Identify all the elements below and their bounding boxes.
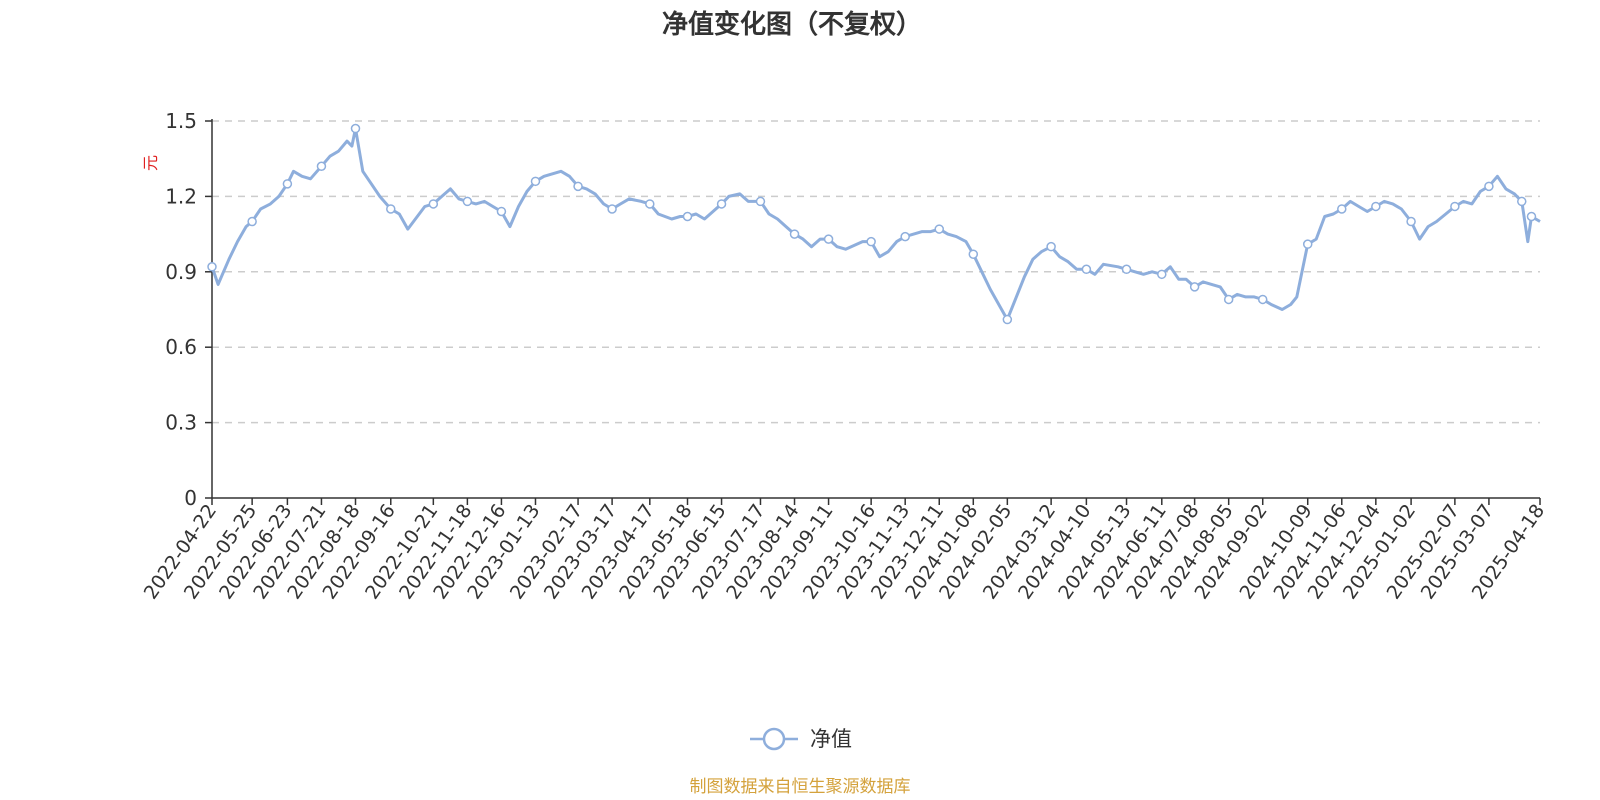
data-point-marker: [1002, 314, 1013, 325]
data-point-marker: [247, 216, 257, 227]
data-point-marker: [934, 224, 944, 234]
data-point-marker: [462, 196, 473, 207]
y-tick-label: 0.9: [165, 260, 197, 284]
legend-marker-icon: [762, 727, 786, 751]
data-point-marker: [573, 181, 583, 192]
data-point-marker: [1223, 294, 1234, 305]
y-tick-label: 0.6: [165, 335, 197, 359]
data-point-marker: [207, 262, 217, 272]
data-point-marker: [716, 199, 727, 209]
data-point-marker: [282, 179, 293, 189]
data-point-marker: [316, 161, 327, 171]
y-tick-label: 1.2: [165, 184, 197, 208]
data-point-marker: [682, 211, 693, 222]
data-point-marker: [968, 249, 979, 259]
data-point-marker: [607, 204, 617, 214]
data-point-marker: [900, 231, 910, 242]
data-point-marker: [428, 199, 439, 209]
y-axis-unit-label: 元: [141, 155, 160, 171]
data-point-marker: [530, 176, 541, 187]
legend[interactable]: 净值: [750, 727, 852, 751]
data-point-marker: [1189, 282, 1200, 292]
data-point-marker: [350, 123, 361, 134]
data-point-marker: [1302, 239, 1313, 249]
data-point-marker: [1484, 181, 1494, 192]
chart-title: 净值变化图（不复权）: [662, 9, 922, 40]
data-point-marker: [1450, 201, 1460, 212]
data-point-marker: [1257, 294, 1268, 305]
source-note: 制图数据来自恒生聚源数据库: [690, 777, 911, 797]
data-point-marker: [1526, 211, 1537, 222]
data-point-marker: [1081, 264, 1092, 275]
series-layer: [207, 123, 1541, 325]
y-tick-label: 0.3: [165, 411, 197, 435]
data-point-marker: [1121, 264, 1132, 275]
data-point-marker: [1046, 241, 1056, 252]
data-point-marker: [1157, 269, 1167, 280]
data-point-marker: [645, 199, 655, 209]
data-point-marker: [1371, 201, 1381, 212]
data-point-marker: [1406, 216, 1416, 227]
data-point-marker: [1337, 204, 1347, 214]
data-point-marker: [866, 236, 876, 247]
grid-lines: [212, 120, 1540, 424]
data-point-marker: [1517, 196, 1527, 207]
y-tick-label: 1.5: [165, 109, 197, 133]
axes: 00.30.60.91.21.52022-04-222022-05-252022…: [140, 109, 1549, 603]
series-line: [210, 127, 1541, 322]
data-point-marker: [496, 206, 507, 217]
data-point-marker: [386, 204, 396, 214]
data-point-marker: [755, 196, 766, 207]
data-point-marker: [823, 234, 834, 244]
legend-label: 净值: [810, 727, 852, 751]
data-point-marker: [789, 229, 800, 239]
y-tick-label: 0: [184, 486, 197, 510]
